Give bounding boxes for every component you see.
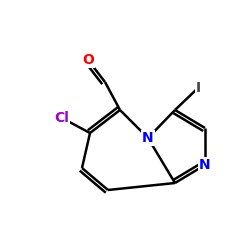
Text: N: N (142, 131, 154, 145)
Text: Cl: Cl (54, 111, 70, 125)
Text: I: I (196, 81, 200, 95)
Text: N: N (199, 158, 211, 172)
Text: O: O (82, 53, 94, 67)
